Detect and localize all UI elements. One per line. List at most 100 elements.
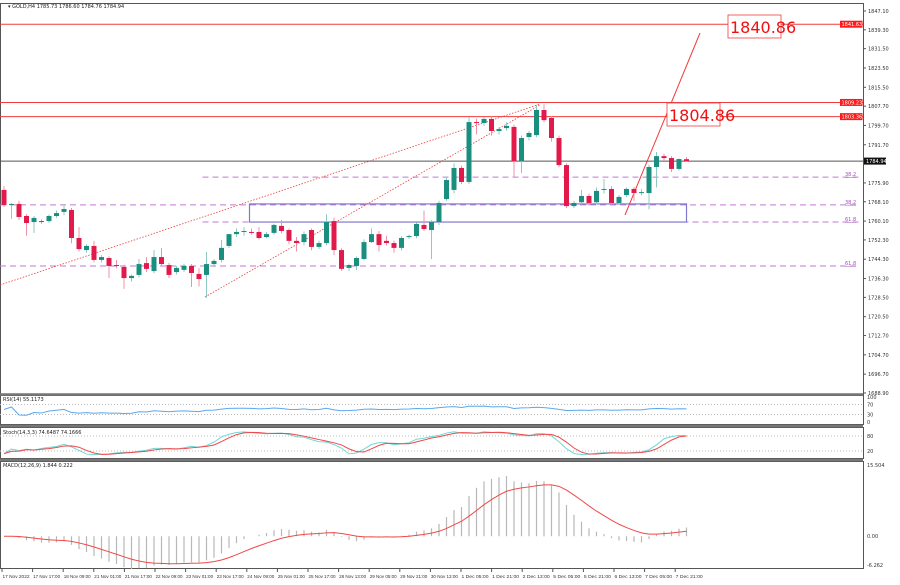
time-label: 29 Nov 21:00 (400, 574, 427, 579)
bearish-candle (421, 224, 427, 230)
bullish-candle (369, 234, 374, 243)
bullish-candle (84, 245, 89, 251)
bullish-candle (136, 264, 142, 275)
bullish-candle (301, 234, 307, 243)
bearish-candle (631, 188, 637, 194)
time-label: 5 Dec 05:00 (553, 574, 580, 579)
bullish-candle (654, 156, 659, 167)
symbol-header: ▾ GOLD,H4 1785.73 1786.60 1784.76 1784.9… (8, 4, 124, 10)
bearish-candle (309, 230, 314, 247)
bearish-candle (294, 240, 299, 244)
bullish-candle (646, 166, 652, 194)
price-tick-label: 1712.70 (868, 334, 889, 340)
price-tick-label: 1807.70 (868, 104, 889, 110)
bearish-candle (24, 216, 29, 224)
bullish-candle (571, 202, 577, 207)
bullish-candle (264, 234, 269, 238)
bearish-candle (459, 167, 464, 182)
trendline-dotted (204, 104, 541, 298)
price-level-tag (840, 98, 863, 106)
bearish-candle (376, 234, 382, 245)
bearish-candle (391, 243, 397, 248)
bearish-candle (144, 263, 149, 269)
time-label: 7 Dec 21:00 (676, 574, 703, 579)
price-level-tag (840, 113, 863, 121)
macd-tick-label: 0.00 (867, 534, 878, 540)
bullish-candle (436, 202, 442, 223)
bearish-candle (489, 118, 494, 132)
price-level-tag-label: 1841.63 (842, 22, 863, 28)
bearish-candle (279, 225, 284, 231)
price-tick-label: 1744.30 (868, 257, 889, 263)
target-price-box (666, 102, 721, 127)
collapse-triangle-icon[interactable]: ▾ (8, 4, 11, 10)
macd-tick-label: 15.504 (867, 463, 885, 469)
bearish-candle (16, 203, 22, 217)
bullish-candle (429, 222, 434, 231)
bullish-candle (174, 267, 179, 273)
bullish-candle (624, 188, 629, 195)
time-label: 24 Nov 09:00 (247, 574, 274, 579)
stoch-signal-line (3, 431, 687, 455)
bullish-candle (616, 196, 622, 203)
bullish-candle (271, 224, 277, 233)
bearish-candle (256, 231, 262, 238)
rsi-line (3, 405, 687, 416)
main-pane-frame (0, 3, 864, 395)
price-tick-label: 1760.10 (868, 219, 889, 225)
bearish-candle (339, 250, 344, 269)
bullish-candle (519, 138, 524, 161)
bullish-candle (9, 203, 14, 205)
symbol-label: GOLD,H4 (12, 4, 36, 10)
bullish-candle (46, 216, 52, 222)
time-label: 6 Dec 13:00 (615, 574, 642, 579)
bullish-candle (234, 231, 239, 235)
bearish-candle (586, 195, 592, 203)
price-tick-label: 1799.70 (868, 123, 889, 129)
price-level-tag-label: 1803.36 (842, 115, 863, 121)
target-price-label: 1840.86 (730, 18, 796, 37)
bearish-candle (106, 258, 112, 266)
fib-level-label: 38.2 (845, 172, 856, 178)
stoch-tick-label: 80 (867, 434, 873, 440)
time-label: 23 Nov 01:00 (186, 574, 213, 579)
bearish-candle (384, 240, 389, 244)
rsi-tick-label: 100 (867, 395, 877, 401)
fib-level-label: 61.8 (845, 261, 856, 267)
rsi-tick-label: 30 (867, 413, 873, 419)
bearish-candle (196, 273, 202, 280)
price-level-tag-label: 1809.23 (842, 100, 863, 106)
bearish-candle (684, 159, 689, 162)
bullish-candle (414, 223, 419, 237)
bullish-candle (54, 213, 59, 217)
rsi-tick-label: 0 (867, 420, 870, 426)
price-tick-label: 1775.90 (868, 181, 889, 187)
bullish-candle (399, 237, 404, 248)
stoch-tick-label: 20 (867, 449, 873, 455)
bearish-candle (511, 126, 517, 161)
rsi-pane-frame (0, 395, 864, 425)
macd-title: MACD(12,26,9) 1.844 0.222 (3, 463, 73, 469)
price-tick-label: 1831.50 (868, 47, 889, 53)
time-label: 17 Nov 2022 (3, 574, 30, 579)
bullish-candle (504, 125, 509, 129)
time-label: 30 Nov 13:00 (431, 574, 458, 579)
bearish-candle (159, 257, 164, 265)
bullish-candle (466, 122, 472, 182)
bearish-candle (331, 221, 337, 251)
target-price-label: 1804.86 (669, 106, 735, 125)
bullish-candle (61, 209, 67, 212)
time-label: 1 Dec 21:00 (492, 574, 519, 579)
bearish-candle (661, 156, 667, 159)
bullish-candle (579, 195, 584, 203)
support-zone-rectangle (248, 203, 688, 223)
macd-tick-label: -6.262 (867, 563, 883, 569)
stoch-main-line (3, 431, 687, 456)
bullish-candle (151, 257, 157, 272)
bullish-candle (594, 190, 599, 203)
price-level-tag (840, 20, 863, 28)
ohlc-readout: 1785.73 1786.60 1784.76 1784.94 (36, 4, 125, 10)
bullish-candle (676, 159, 682, 169)
stoch-pane-frame (0, 427, 864, 459)
